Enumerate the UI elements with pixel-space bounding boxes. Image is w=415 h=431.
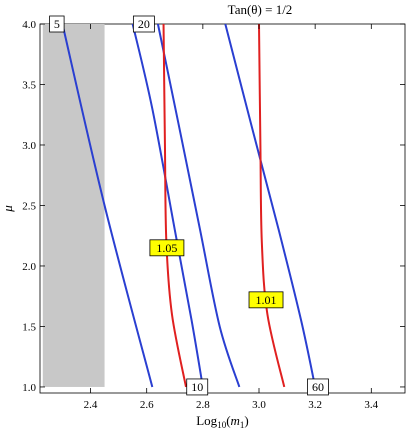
x-tick-label: 3.0	[252, 399, 266, 411]
y-tick-label: 1.5	[22, 321, 36, 333]
contour-label-box	[186, 378, 209, 396]
contour-label-text: 60	[312, 380, 324, 394]
contour-label-5: 5	[49, 15, 65, 33]
contour-label-text: 1.01	[256, 293, 277, 307]
x-tick-label: 3.4	[364, 399, 378, 411]
x-axis-title-var-sub: 1	[240, 420, 245, 430]
y-tick-label: 4.0	[22, 19, 36, 31]
excluded-region	[42, 24, 105, 387]
x-axis-title-var: m	[231, 413, 240, 428]
contour-label-box	[132, 15, 155, 33]
contour-label-10: 10	[186, 378, 209, 396]
contour-red-1-01	[258, 23, 286, 388]
contour-blue-5	[61, 23, 154, 388]
contour-label-text: 10	[191, 380, 203, 394]
x-axis-title: Log10(m1)	[196, 413, 249, 430]
plot-area: 2.4 2.6 2.8 3.0 3.2 3.4 1.0 1.5 2.0 2.5 3.0 3.5 4.0 5…	[22, 15, 406, 411]
x-tick-label: 2.6	[140, 399, 154, 411]
contour-label-box	[149, 239, 185, 257]
contour-label-box	[49, 15, 65, 33]
contour-red-1-05	[162, 23, 187, 388]
contour-blue-60	[224, 23, 317, 388]
contour-label-text: 5	[54, 17, 60, 31]
x-tick-label: 2.4	[84, 399, 98, 411]
contour-label-1-01: 1.01	[248, 291, 284, 309]
y-tick-label: 3.5	[22, 79, 36, 91]
contour-label-box	[307, 378, 329, 396]
y-tick-label: 3.0	[22, 140, 36, 152]
x-axis-title-sub: 10	[217, 420, 227, 430]
x-tick-label: 2.8	[196, 399, 210, 411]
contour-label-box	[248, 291, 284, 309]
y-tick-label: 2.0	[22, 261, 36, 273]
contour-label-20: 20	[132, 15, 155, 33]
contour-label-text: 20	[138, 17, 150, 31]
y-tick-label: 2.5	[22, 200, 36, 212]
x-tick-label: 3.2	[308, 399, 322, 411]
contour-blue-10	[131, 23, 204, 388]
plot-frame	[39, 23, 406, 394]
contour-label-1-05: 1.05	[149, 239, 185, 257]
y-tick-label: 1.0	[22, 382, 36, 394]
contour-blue-20	[156, 23, 241, 388]
contour-label-60: 60	[307, 378, 329, 396]
y-axis-title: μ	[0, 205, 15, 213]
chart-title: Tan(θ) = 1/2	[228, 2, 293, 17]
contour-label-text: 1.05	[156, 241, 177, 255]
x-axis-title-base: Log	[196, 413, 217, 428]
